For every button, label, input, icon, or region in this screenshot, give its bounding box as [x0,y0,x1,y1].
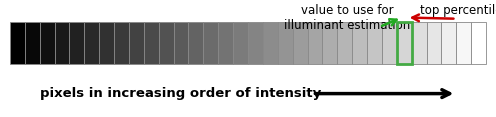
Bar [412,22,427,64]
Bar [308,22,322,64]
Bar [456,22,471,64]
Bar [441,22,456,64]
Bar [84,22,99,64]
Bar [55,22,69,64]
Bar [188,22,203,64]
Bar [471,22,486,64]
Text: pixels in increasing order of intensity: pixels in increasing order of intensity [40,87,321,100]
Bar [263,22,278,64]
Bar [233,22,248,64]
Bar [322,22,337,64]
Bar [293,22,308,64]
Bar [40,22,55,64]
Bar [114,22,129,64]
Bar [218,22,233,64]
Bar [427,22,441,64]
Bar [278,22,293,64]
Text: top percentile: top percentile [420,4,496,16]
Bar [159,22,174,64]
Bar [352,22,367,64]
Bar [397,22,412,64]
Bar [397,22,412,64]
Bar [382,22,397,64]
Text: value to use for
illuminant estimation: value to use for illuminant estimation [284,4,410,31]
Bar [25,22,40,64]
Bar [367,22,382,64]
Bar [99,22,114,64]
Bar [144,22,159,64]
Bar [129,22,144,64]
Bar [10,22,25,64]
Bar [248,22,263,64]
Bar [174,22,188,64]
Bar [69,22,84,64]
Bar [203,22,218,64]
Bar [337,22,352,64]
